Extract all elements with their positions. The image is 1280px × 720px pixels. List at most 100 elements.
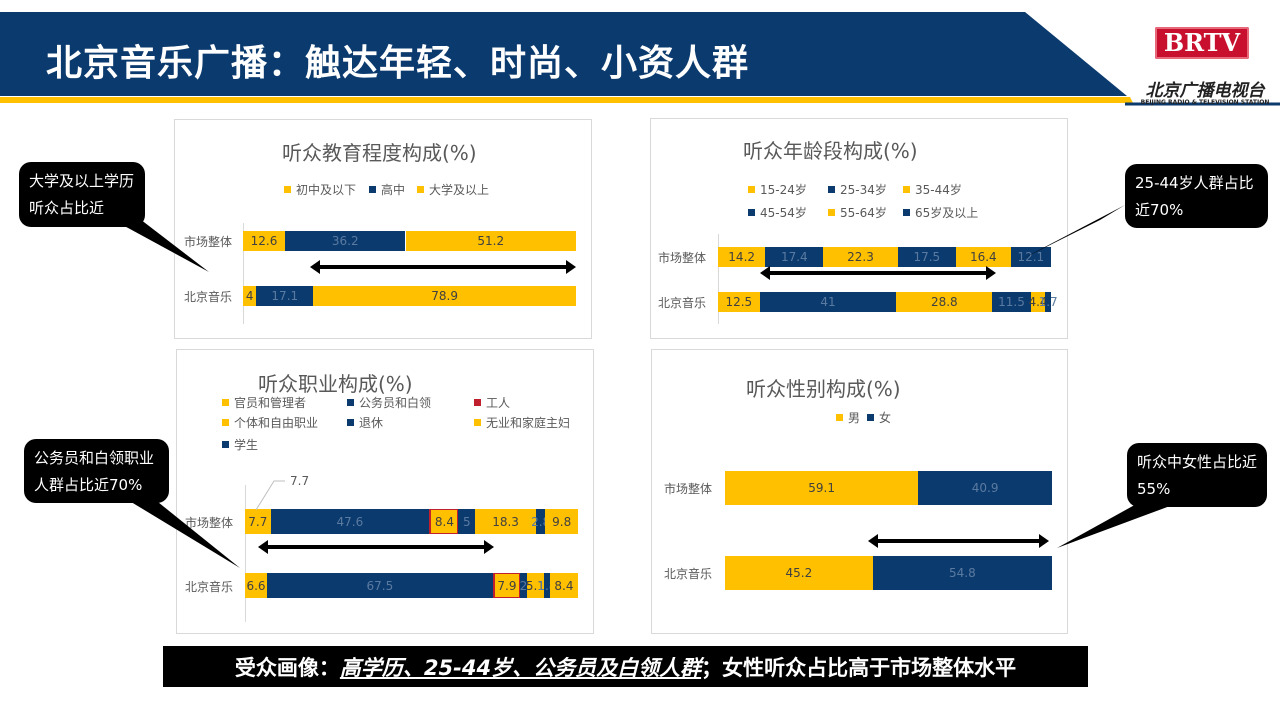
education-bar-segment: 36.2 — [284, 231, 406, 251]
occupation-legend-item: 官员和管理者 — [222, 394, 306, 411]
education-legend-swatch — [284, 186, 291, 193]
occupation-data-label: 8.4 — [434, 514, 454, 529]
occupation-compare-arrow — [258, 540, 494, 554]
age-category-label: 市场整体 — [658, 251, 707, 265]
occupation-legend-swatch — [474, 399, 481, 406]
occupation-legend-label: 退休 — [359, 416, 384, 430]
education-data-label: 12.6 — [250, 234, 278, 248]
occupation-legend-item: 公务员和白领 — [347, 394, 431, 411]
education-category-label: 市场整体 — [184, 235, 233, 249]
occupation-legend-label: 学生 — [234, 438, 259, 452]
education-data-label: 17.1 — [271, 289, 299, 303]
education-chart-title: 听众教育程度构成(%) — [282, 141, 477, 165]
age-data-label: 41 — [820, 295, 836, 309]
occupation-bar-segment: 6.6 — [245, 573, 268, 598]
education-legend-swatch — [417, 186, 424, 193]
education-bar-segment: 4 — [243, 286, 257, 306]
occupation-bar-segment: 5.1 — [526, 573, 545, 598]
gender-compare-arrow — [868, 534, 1049, 548]
occupation-bar-segment: 2 — [520, 573, 527, 598]
occupation-bar-segment: 18.3 — [475, 509, 537, 534]
age-legend-label: 35-44岁 — [915, 183, 962, 197]
occupation-data-label: 18.3 — [492, 514, 519, 529]
education-legend-item: 大学及以上 — [417, 181, 489, 198]
occupation-legend-item: 个体和自由职业 — [222, 414, 318, 431]
brtv-logo: BRTV — [1155, 27, 1249, 59]
age-legend-item: 15-24岁 — [748, 181, 807, 198]
age-chart-title: 听众年龄段构成(%) — [743, 139, 918, 163]
age-legend-swatch — [903, 186, 910, 193]
gender-bar: 45.2 54.8 — [725, 556, 1052, 590]
occupation-legend-label: 无业和家庭主妇 — [486, 416, 571, 430]
education-legend-item: 高中 — [369, 181, 405, 198]
age-bar-segment: 17.4 — [765, 247, 824, 267]
occupation-bar-segment: 7.9 — [493, 573, 521, 598]
gender-chart-title: 听众性别构成(%) — [746, 377, 901, 401]
age-data-label: 17.4 — [780, 250, 808, 264]
age-legend-label: 65岁及以上 — [915, 206, 979, 220]
occupation-legend-swatch — [347, 419, 354, 426]
occupation-bar-segment: 67.5 — [267, 573, 493, 598]
occupation-legend-label: 工人 — [486, 396, 511, 410]
education-bar-segment: 12.6 — [243, 231, 285, 251]
education-bar: 12.6 36.2 51.2 — [243, 231, 576, 251]
occupation-chart-title: 听众职业构成(%) — [258, 372, 413, 396]
age-bar-segment: 17.5 — [897, 247, 956, 267]
gender-data-label: 59.1 — [808, 481, 835, 495]
age-bar-segment: 1.7 — [1039, 292, 1058, 312]
occupation-bar: 7.7 47.6 8.4 5 18.3 2.8 9.8 — [245, 509, 578, 534]
age-data-label: 11.5 — [998, 295, 1025, 309]
age-bar-segment: 14.2 — [718, 247, 766, 267]
occupation-data-label: 2 — [519, 578, 528, 593]
age-legend-label: 45-54岁 — [760, 206, 807, 220]
age-legend-swatch — [748, 209, 755, 216]
occupation-data-label: 7.9 — [497, 578, 517, 593]
gender-legend-label: 男 — [848, 411, 861, 425]
age-bar-segment: 12.1 — [1010, 247, 1051, 267]
occupation-data-label: 6.6 — [246, 578, 266, 593]
age-bar-segment: 12.5 — [718, 292, 760, 312]
occupation-data-label: 7.7 — [248, 514, 268, 529]
age-legend-item: 45-54岁 — [748, 204, 807, 221]
gender-bar-segment: 40.9 — [918, 471, 1052, 505]
gender-category-label: 北京音乐 — [664, 567, 713, 581]
gender-bar: 59.1 40.9 — [725, 471, 1052, 505]
age-legend-label: 15-24岁 — [760, 183, 807, 197]
age-bar-segment: 28.8 — [896, 292, 993, 312]
age-data-label: 16.4 — [969, 250, 997, 264]
occupation-legend-item: 无业和家庭主妇 — [474, 414, 570, 431]
education-category-label: 北京音乐 — [184, 290, 233, 304]
occupation-bar-segment: 47.6 — [270, 509, 430, 534]
gender-callout: 听众中女性占比近55% — [1127, 443, 1267, 507]
occupation-legend-item: 退休 — [347, 414, 383, 431]
gender-bar-segment: 54.8 — [872, 556, 1052, 590]
age-bar: 12.5 41 28.8 11.5 4.4 1.7 — [718, 292, 1058, 312]
age-bar: 14.2 17.4 22.3 17.5 16.4 12.1 — [718, 247, 1051, 267]
education-bar-segment: 78.9 — [313, 286, 576, 306]
education-legend-label: 大学及以上 — [429, 183, 490, 197]
occupation-legend-item: 工人 — [474, 394, 510, 411]
education-bar-segment: 17.1 — [256, 286, 314, 306]
age-data-label: 12.5 — [725, 295, 753, 309]
age-bar-segment: 22.3 — [823, 247, 898, 267]
occupation-legend-swatch — [222, 399, 229, 406]
gender-data-label: 54.8 — [949, 566, 976, 580]
gender-legend-swatch — [836, 414, 843, 421]
age-bar-segment: 16.4 — [956, 247, 1011, 267]
age-legend-swatch — [828, 186, 835, 193]
age-bar-segment: 4.4 — [1028, 292, 1048, 312]
header-band — [0, 12, 1280, 106]
age-legend-swatch — [748, 186, 755, 193]
station-name-en: BEIJING RADIO & TELEVISION STATION — [1140, 99, 1270, 106]
age-legend-swatch — [828, 209, 835, 216]
education-legend-label: 初中及以下 — [296, 183, 357, 197]
occupation-data-label: 5 — [462, 514, 471, 529]
age-bar-segment: 11.5 — [992, 292, 1031, 312]
age-legend-label: 25-34岁 — [840, 183, 887, 197]
age-data-label: 4.4 — [1028, 295, 1048, 309]
education-bar-segment: 51.2 — [405, 231, 576, 251]
education-legend-swatch — [369, 186, 376, 193]
occupation-callout: 公务员和白领职业人群占比近70% — [24, 439, 169, 503]
occupation-category-label: 北京音乐 — [185, 579, 234, 594]
occupation-leader-line — [255, 480, 285, 511]
